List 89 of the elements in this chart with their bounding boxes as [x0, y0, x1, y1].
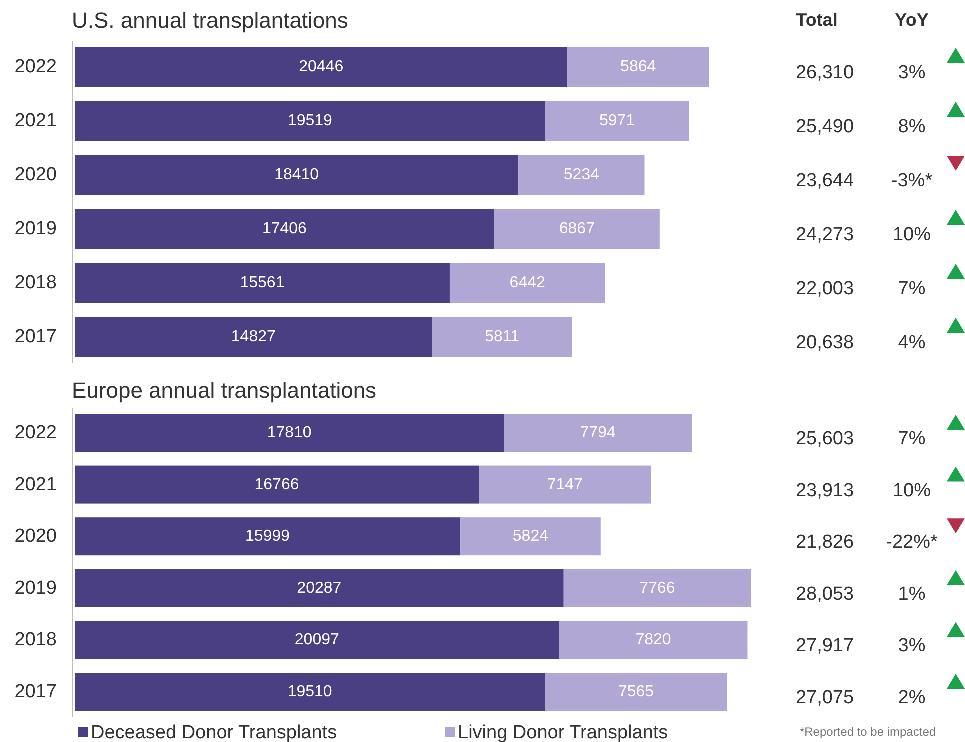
- text: 10%: [892, 224, 932, 246]
- data-label: 7565: [618, 684, 654, 700]
- bar: [518, 155, 645, 195]
- data-label: 6867: [559, 220, 596, 238]
- y-tick-label: 2018: [14, 272, 57, 294]
- bar: [504, 414, 692, 452]
- data-label: 19519: [288, 112, 333, 130]
- text: 8%: [898, 116, 926, 138]
- y-tick-label: 2018: [14, 630, 57, 651]
- text: 10%: [892, 480, 932, 502]
- text: 24,273: [796, 224, 854, 246]
- data-label: 20287: [297, 580, 342, 597]
- bar: [75, 209, 494, 249]
- data-label: 5234: [564, 166, 600, 184]
- bar: [75, 317, 432, 357]
- data-label: 15561: [240, 274, 285, 292]
- data-label: 20097: [294, 632, 340, 649]
- bar: [75, 101, 546, 141]
- text: -3%*: [891, 170, 934, 192]
- text: 23,644: [796, 170, 854, 192]
- y-tick-label: 2021: [14, 110, 57, 132]
- data-label: 7794: [580, 424, 616, 442]
- data-label: 16766: [254, 476, 300, 494]
- data-label: 5811: [485, 328, 520, 346]
- bar: [460, 518, 601, 556]
- bar: [75, 155, 519, 195]
- text: *Reported to be impacted: [800, 725, 936, 739]
- y-tick-label: 2019: [14, 578, 57, 599]
- bar: [479, 466, 652, 504]
- data-label: 18410: [274, 166, 320, 184]
- data-label: 7147: [547, 476, 584, 494]
- bar: [545, 101, 690, 141]
- data-label: 7766: [640, 580, 676, 597]
- bar: [450, 263, 606, 303]
- y-tick-label: 2019: [14, 218, 57, 240]
- text: 21,826: [796, 532, 854, 554]
- bar: [568, 47, 709, 87]
- bar: [75, 263, 450, 303]
- y-tick-label: 2017: [14, 682, 57, 702]
- data-label: 17406: [262, 220, 308, 238]
- data-label: 14827: [231, 328, 276, 346]
- bar: [559, 621, 748, 660]
- bar: [75, 47, 568, 87]
- text: 3%: [898, 62, 926, 84]
- data-label: 19510: [288, 684, 332, 700]
- data-label: 7820: [636, 632, 672, 649]
- text: 7%: [898, 428, 926, 450]
- text: 2%: [898, 688, 926, 708]
- bar: [564, 569, 751, 608]
- y-tick-label: 2022: [14, 422, 57, 444]
- text: 25,603: [796, 428, 854, 450]
- bar: [494, 209, 660, 249]
- text: -22%*: [886, 532, 938, 554]
- data-label: 5971: [600, 112, 636, 130]
- text: 20,638: [796, 332, 854, 354]
- chart-title: Europe annual transplantations: [72, 378, 377, 403]
- data-label: 6442: [510, 274, 546, 292]
- text: 23,913: [796, 480, 854, 502]
- y-tick-label: 2017: [14, 326, 57, 348]
- text: 28,053: [796, 584, 854, 605]
- data-label: 5864: [620, 58, 656, 76]
- text: 22,003: [796, 278, 854, 300]
- data-label: 5824: [512, 528, 549, 546]
- text: 3%: [898, 636, 926, 657]
- data-label: 15999: [246, 528, 290, 546]
- text: 7%: [898, 278, 926, 300]
- bar: [75, 673, 546, 711]
- bar: [75, 518, 461, 556]
- y-tick-label: 2020: [14, 164, 57, 186]
- text: YoY: [895, 10, 929, 30]
- y-tick-label: 2022: [14, 56, 57, 78]
- text: 1%: [898, 584, 926, 605]
- y-tick-label: 2020: [14, 526, 57, 548]
- bar: [432, 317, 572, 357]
- bar: [75, 569, 564, 608]
- bar: [75, 466, 480, 504]
- text: 27,075: [796, 688, 854, 708]
- bar: [75, 414, 504, 452]
- y-tick-label: 2021: [14, 474, 57, 496]
- data-label: 20446: [299, 58, 344, 76]
- text: 25,490: [796, 116, 854, 138]
- text: 27,917: [796, 636, 854, 657]
- chart-title: U.S. annual transplantations: [72, 8, 348, 33]
- bar: [75, 621, 560, 660]
- data-label: 17810: [267, 424, 312, 442]
- text: Total: [796, 10, 838, 30]
- bar: [545, 673, 728, 711]
- text: 4%: [898, 332, 926, 354]
- text: 26,310: [796, 62, 854, 84]
